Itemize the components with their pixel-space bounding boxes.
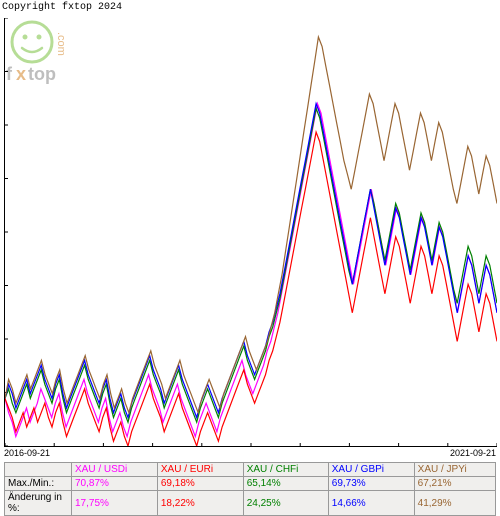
series-header[interactable]: XAU / CHFi bbox=[243, 463, 328, 477]
change-cell: 14,66% bbox=[328, 491, 414, 516]
line-chart bbox=[5, 18, 497, 446]
row-label: Max./Min.: bbox=[5, 477, 72, 491]
change-cell: 41,29% bbox=[414, 491, 495, 516]
row-label: Änderung in %: bbox=[5, 491, 72, 516]
x-end-label: 2021-09-21 bbox=[450, 448, 496, 458]
maxmin-cell: 69,18% bbox=[157, 477, 243, 491]
series-header[interactable]: XAU / EURi bbox=[157, 463, 243, 477]
x-start-label: 2016-09-21 bbox=[4, 448, 50, 458]
series-header[interactable]: XAU / GBPi bbox=[328, 463, 414, 477]
series-header[interactable]: XAU / JPYi bbox=[414, 463, 495, 477]
copyright-text: Copyright fxtop 2024 bbox=[2, 2, 122, 13]
change-cell: 24,25% bbox=[243, 491, 328, 516]
maxmin-cell: 70,87% bbox=[72, 477, 158, 491]
row-label bbox=[5, 463, 72, 477]
maxmin-cell: 65,14% bbox=[243, 477, 328, 491]
chart-area bbox=[4, 18, 497, 447]
maxmin-cell: 69,73% bbox=[328, 477, 414, 491]
table-row: Max./Min.:70,87%69,18%65,14%69,73%67,21% bbox=[5, 477, 496, 491]
change-cell: 17,75% bbox=[72, 491, 158, 516]
summary-table: XAU / USDiXAU / EURiXAU / CHFiXAU / GBPi… bbox=[4, 462, 496, 516]
maxmin-cell: 67,21% bbox=[414, 477, 495, 491]
table-row: XAU / USDiXAU / EURiXAU / CHFiXAU / GBPi… bbox=[5, 463, 496, 477]
table-row: Änderung in %:17,75%18,22%24,25%14,66%41… bbox=[5, 491, 496, 516]
series-header[interactable]: XAU / USDi bbox=[72, 463, 158, 477]
change-cell: 18,22% bbox=[157, 491, 243, 516]
